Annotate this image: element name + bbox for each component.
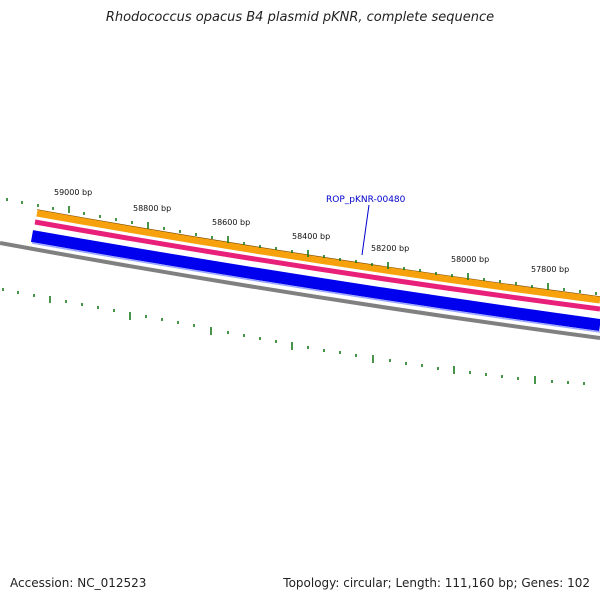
tick-label: 58400 bp — [292, 232, 330, 241]
tick-label: 58200 bp — [371, 244, 409, 253]
tick-label: 58800 bp — [133, 204, 171, 213]
gene-label[interactable]: ROP_pKNR-00480 — [326, 195, 406, 205]
upper-tick-scale — [6, 198, 597, 295]
accession-text: Accession: NC_012523 — [10, 576, 147, 590]
tick-label: 58600 bp — [212, 218, 250, 227]
gene-label-leader — [361, 204, 370, 256]
tick-label: 57800 bp — [531, 265, 569, 274]
blue-feature-band — [30, 230, 600, 331]
tick-label: 59000 bp — [54, 188, 92, 197]
map-title: Rhodococcus opacus B4 plasmid pKNR, comp… — [105, 10, 495, 25]
lower-tick-scale — [2, 288, 585, 385]
tick-label: 58000 bp — [451, 255, 489, 264]
orange-feature-band — [36, 209, 600, 304]
topology-summary: Topology: circular; Length: 111,160 bp; … — [283, 576, 590, 590]
orange-feature-band-outline — [36, 209, 600, 297]
blue-feature-band-edge — [31, 242, 600, 333]
plasmid-backbone — [0, 241, 600, 340]
magenta-feature-band — [34, 219, 600, 312]
